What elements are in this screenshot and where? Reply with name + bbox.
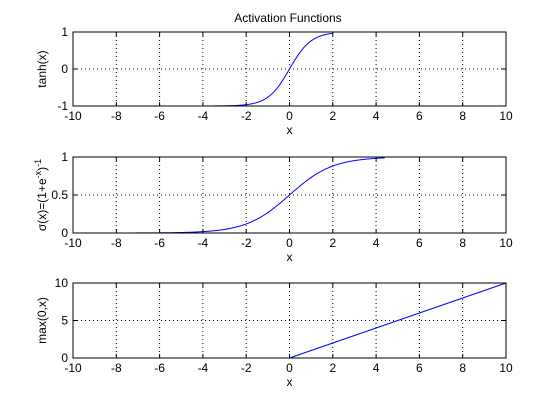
x-tick-label: -8 (111, 109, 122, 123)
x-tick-label: -2 (241, 361, 252, 375)
y-axis-label: max(0,x) (35, 297, 49, 344)
x-tick-label: -2 (241, 109, 252, 123)
y-tick-label: 5 (61, 314, 68, 328)
x-tick-label: -6 (154, 109, 165, 123)
x-tick-label: 4 (373, 236, 380, 250)
x-tick-label: 10 (499, 236, 513, 250)
x-tick-label: -8 (111, 361, 122, 375)
x-tick-label: 8 (459, 361, 466, 375)
subplot-3: -10 -8 -6 -4 -2 0 2 4 6 8 10 0 5 10 x max(0,x) (35, 276, 513, 389)
x-tick-label: -10 (64, 236, 82, 250)
y-axis-label: σ(x)=(1+e-x)-1 (33, 159, 49, 231)
y-axis-label: tanh(x) (35, 50, 49, 87)
y-tick-label: 1 (61, 25, 68, 39)
x-tick-label: 2 (329, 109, 336, 123)
x-tick-label: 6 (416, 236, 423, 250)
x-tick-label: 0 (286, 361, 293, 375)
x-tick-label: 2 (329, 361, 336, 375)
x-tick-label: 2 (329, 236, 336, 250)
figure-title: Activation Functions (234, 11, 341, 25)
y-tick-label: 10 (55, 276, 69, 290)
y-tick-label: -1 (57, 99, 68, 113)
x-tick-label: 4 (373, 109, 380, 123)
x-tick-label: 6 (416, 109, 423, 123)
x-tick-label: -2 (241, 236, 252, 250)
x-tick-label: -8 (111, 236, 122, 250)
x-tick-label: -10 (64, 109, 82, 123)
x-tick-label: 0 (286, 109, 293, 123)
x-axis-label: x (287, 250, 293, 264)
x-tick-label: 8 (459, 236, 466, 250)
x-tick-label: 10 (499, 361, 513, 375)
x-tick-label: -6 (154, 236, 165, 250)
x-tick-label: 4 (373, 361, 380, 375)
x-tick-label: 8 (459, 109, 466, 123)
x-tick-label: -6 (154, 361, 165, 375)
x-tick-label: -10 (64, 361, 82, 375)
x-tick-label: 6 (416, 361, 423, 375)
y-tick-label: 0 (61, 351, 68, 365)
x-tick-label: 0 (286, 236, 293, 250)
series-line-relu (289, 282, 507, 359)
x-tick-label: -4 (198, 361, 209, 375)
x-tick-label: 10 (499, 109, 513, 123)
x-tick-label: -4 (198, 236, 209, 250)
subplot-2: -10 -8 -6 -4 -2 0 2 4 6 8 10 0 0.5 1 x σ(x)=(1+e-x)-1 (33, 150, 513, 264)
y-tick-label: 0 (61, 62, 68, 76)
x-tick-label: -4 (198, 109, 209, 123)
x-axis-label: x (287, 375, 293, 389)
y-tick-label: 0.5 (51, 188, 68, 202)
y-tick-label: 0 (61, 226, 68, 240)
y-tick-label: 1 (61, 150, 68, 164)
x-axis-label: x (287, 123, 293, 137)
